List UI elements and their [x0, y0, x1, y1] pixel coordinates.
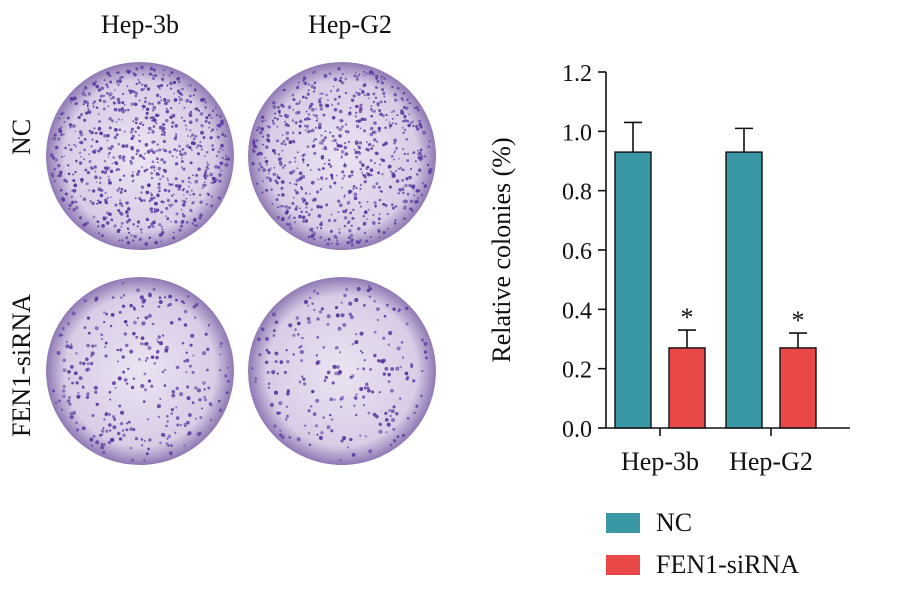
x-tick-label-hep-3b: Hep-3b: [621, 447, 699, 476]
dish-fen1-hep3b: [46, 277, 234, 465]
column-label-hep3b: Hep-3b: [101, 10, 179, 39]
y-axis-label: Relative colonies (%): [487, 137, 516, 362]
dish-fen1-hepg2: [248, 277, 436, 465]
legend-label-fen1-sirna: FEN1-siRNA: [656, 550, 800, 579]
row-label-fen1-sirna: FEN1-siRNA: [7, 293, 36, 437]
legend-label-nc: NC: [656, 508, 693, 537]
y-tick-label: 1.2: [562, 61, 592, 87]
dish-nc-hep3b: [46, 62, 234, 250]
y-tick-label: 0.0: [562, 417, 592, 443]
legend-item-fen1-sirna: FEN1-siRNA: [606, 550, 799, 580]
row-label-nc: NC: [7, 118, 36, 156]
legend-swatch-nc: [606, 513, 640, 533]
legend-item-nc: NC: [606, 508, 692, 538]
legend-swatch-fen1-sirna: [606, 555, 640, 575]
x-tick-label-hep-g2: Hep-G2: [729, 447, 813, 476]
y-tick-label: 1.0: [562, 120, 592, 146]
y-tick-label: 0.4: [562, 298, 592, 324]
column-label-hepg2: Hep-G2: [308, 10, 392, 39]
significance-mark-fen1-sirna-hep-g2: *: [792, 306, 805, 335]
y-tick-label: 0.2: [562, 358, 592, 384]
bar-chart: 0.0 0.2 0.4 0.6 0.8 1.0 1.2 Relative colonies (…: [487, 61, 850, 476]
bar-nc-hep-g2: [725, 151, 763, 429]
bar-nc-hep-3b: [614, 151, 652, 429]
y-tick-label: 0.6: [562, 239, 592, 265]
significance-mark-fen1-sirna-hep-3b: *: [681, 303, 694, 332]
bar-fen1-sirna-hep-3b: [668, 347, 706, 429]
bar-fen1-sirna-hep-g2: [779, 347, 817, 429]
dish-nc-hepg2: [248, 62, 436, 250]
y-tick-label: 0.8: [562, 180, 592, 206]
